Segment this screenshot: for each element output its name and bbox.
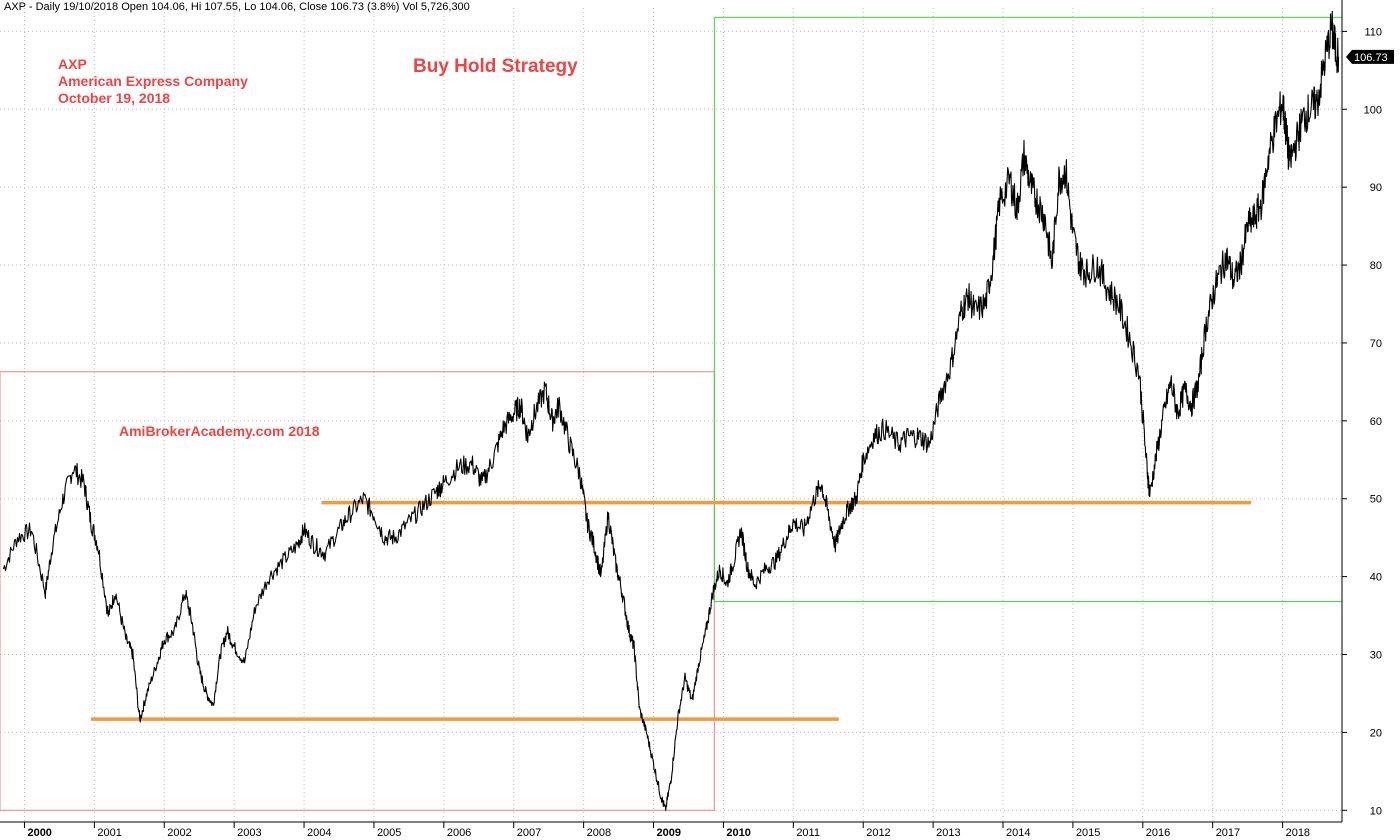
y-tick-label-50: 50 xyxy=(1370,494,1382,506)
x-tick-label-2009: 2009 xyxy=(657,827,681,839)
y-tick-label-70: 70 xyxy=(1370,338,1382,350)
x-tick-label-2004: 2004 xyxy=(307,827,331,839)
quote-info-bar: AXP - Daily 19/10/2018 Open 104.06, Hi 1… xyxy=(4,1,470,13)
x-tick-label-2015: 2015 xyxy=(1076,827,1100,839)
y-tick-label-20: 20 xyxy=(1370,727,1382,739)
red-period-box xyxy=(0,371,715,811)
support-lines xyxy=(90,500,1252,721)
price-series xyxy=(2,10,1340,811)
annotation-date: October 19, 2018 xyxy=(58,90,171,106)
watermark: AmiBrokerAcademy.com 2018 xyxy=(119,423,320,439)
chart-title: Buy Hold Strategy xyxy=(413,56,578,77)
y-tick-label-100: 100 xyxy=(1364,104,1382,116)
x-tick-label-2005: 2005 xyxy=(377,827,401,839)
x-tick-label-2001: 2001 xyxy=(97,827,121,839)
y-tick-label-60: 60 xyxy=(1370,416,1382,428)
last-price-tag xyxy=(1346,49,1394,64)
annotation-company: American Express Company xyxy=(58,73,248,89)
x-tick-label-2016: 2016 xyxy=(1146,827,1170,839)
strategy-boxes xyxy=(0,16,1343,811)
x-tick-label-2000: 2000 xyxy=(27,827,51,839)
grid xyxy=(0,8,1342,822)
x-tick-label-2013: 2013 xyxy=(936,827,960,839)
x-tick-label-2008: 2008 xyxy=(587,827,611,839)
x-tick-label-2003: 2003 xyxy=(237,827,261,839)
annotation-symbol: AXP xyxy=(58,56,87,72)
x-tick-label-2014: 2014 xyxy=(1006,827,1030,839)
last-price-label: 106.73 xyxy=(1354,52,1388,64)
x-tick-label-2011: 2011 xyxy=(796,827,820,839)
green-period-box xyxy=(713,16,1343,603)
x-tick-label-2007: 2007 xyxy=(517,827,541,839)
x-tick-label-2018: 2018 xyxy=(1286,827,1310,839)
y-tick-label-90: 90 xyxy=(1370,182,1382,194)
y-tick-label-110: 110 xyxy=(1364,26,1382,38)
y-tick-label-40: 40 xyxy=(1370,572,1382,584)
y-tick-label-80: 80 xyxy=(1370,260,1382,272)
x-tick-label-2012: 2012 xyxy=(866,827,890,839)
x-tick-label-2006: 2006 xyxy=(447,827,471,839)
y-tick-label-10: 10 xyxy=(1370,805,1382,817)
x-tick-label-2017: 2017 xyxy=(1216,827,1240,839)
x-tick-label-2010: 2010 xyxy=(726,827,750,839)
y-tick-label-30: 30 xyxy=(1370,650,1382,662)
price-line xyxy=(2,10,1340,811)
x-tick-label-2002: 2002 xyxy=(167,827,191,839)
